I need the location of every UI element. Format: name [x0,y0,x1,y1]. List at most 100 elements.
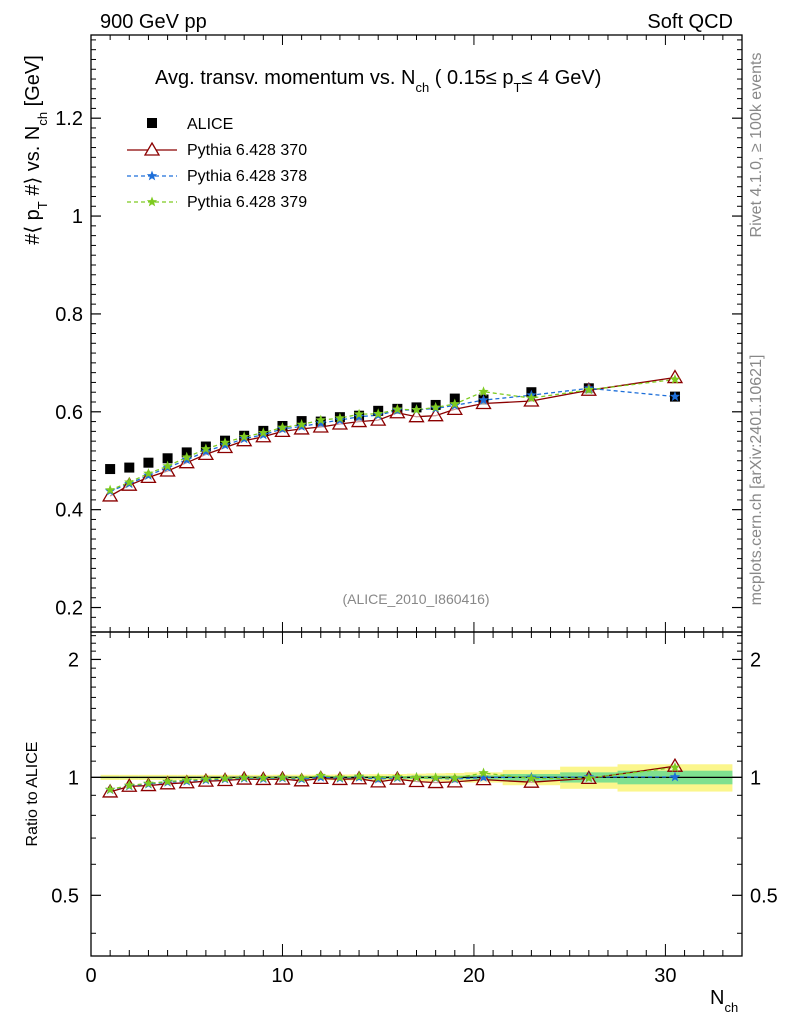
ratio-point-2 [392,771,403,782]
ratio-y-tick-label-right: 1 [750,767,761,789]
ratio-point-2 [162,776,173,786]
ratio-point-2 [258,772,269,783]
ratio-point-1 [669,771,681,782]
main-y-tick-label: 0.6 [55,402,83,424]
legend: ALICE Pythia 6.428 370 Pythia 6.428 378 … [127,116,307,211]
main-point-3 [373,408,384,419]
main-point-3 [315,414,326,425]
ratio-y-tick-label-left: 1 [68,767,79,789]
ratio-y-tick-label-right: 2 [750,649,761,671]
legend-marker-370 [143,141,161,156]
main-point-3 [162,460,173,471]
main-point-1 [370,411,387,426]
legend-marker-379 [146,196,158,207]
main-point-3 [449,398,460,409]
ratio-x-tick-label: 10 [271,965,293,987]
main-point-0 [143,457,154,468]
main-point-2 [669,391,681,402]
main-point-0 [105,464,116,475]
main-y-tick-label: 0.8 [55,304,83,326]
ratio-plot-frame [90,631,743,957]
main-point-3 [478,386,489,397]
ratio-point-2 [669,762,681,772]
analysis-watermark: (ALICE_2010_I860416) [342,591,489,607]
main-ylabel: #⟨ pT #⟩ vs. Nch [GeV] [22,55,50,245]
ratio-point-2 [296,772,307,783]
ratio-x-tick-label: 0 [85,965,96,987]
main-point-3 [334,412,346,423]
legend-marker-378 [146,170,158,181]
ratio-point-2 [373,772,384,783]
ratio-xlabel: Nch [710,987,738,1015]
main-point-3 [143,468,154,478]
main-y-tick-label: 1 [72,206,83,228]
ratio-point-2 [478,767,489,778]
xlabel-main: N [710,987,724,1009]
main-title: Avg. transv. momentum vs. Nch ( 0.15≤ pT… [155,67,601,95]
ratio-panel: 0.5 0.51 12 20 10 20 30 Ratio to ALICE Nch [24,631,778,1015]
main-point-2 [315,417,326,428]
legend-label-378: Pythia 6.428 378 [187,168,307,185]
legend-label-379: Pythia 6.428 379 [187,194,307,211]
legend-label-370: Pythia 6.428 370 [187,142,307,159]
main-series-line-3 [109,378,676,491]
main-y-tick-label: 0.2 [55,598,83,620]
main-point-1 [312,418,329,433]
xlabel-sub: ch [724,1000,738,1015]
ratio-point-0 [427,774,444,789]
main-point-3 [238,431,250,442]
main-point-3 [277,422,288,432]
title-suffix: ≤ 4 GeV) [522,67,602,89]
ratio-point-2 [583,772,595,783]
ratio-ylabel: Ratio to ALICE [24,742,41,847]
ratio-point-2 [277,771,288,782]
main-point-1 [408,408,425,423]
ratio-point-2 [353,770,365,781]
main-point-3 [296,419,307,429]
title-prefix-sub: ch [415,80,429,95]
ylabel-a-sub: T [35,201,50,209]
legend-star-378-shape [146,170,158,181]
header-energy-label: 900 GeV pp [100,11,207,33]
main-panel: 0.2 0.4 0.6 0.8 1 1.2 Avg. transv. momentum v… [22,34,743,633]
ratio-y-tick-label-left: 0.5 [51,885,79,907]
ratio-point-2 [143,777,154,788]
main-point-3 [430,401,441,412]
rivet-version-label: Rivet 4.1.0, ≥ 100k events [748,53,765,238]
main-point-1 [102,487,119,502]
main-point-1 [446,401,463,415]
title-mid-sub: T [514,80,522,95]
main-point-1 [350,413,368,428]
main-point-3 [669,374,681,384]
main-point-3 [200,443,212,454]
legend-star-379-shape [146,196,158,207]
ratio-point-2 [219,772,231,783]
main-point-3 [219,437,231,448]
ratio-point-2 [334,771,346,782]
legend-marker-alice [147,118,157,128]
ratio-series-markers [102,757,684,798]
main-point-1 [427,407,444,422]
mcplots-label: mcplots.cern.ch [arXiv:2401.10621] [748,355,765,606]
ylabel-c: [GeV] [22,55,44,112]
title-prefix: Avg. transv. momentum vs. N [155,67,415,89]
ratio-point-2 [411,772,422,782]
ratio-point-0 [408,773,425,788]
main-point-3 [353,408,365,419]
main-point-2 [478,394,489,405]
main-point-3 [104,484,116,495]
main-y-tick-label: 0.4 [55,500,83,522]
main-point-1 [331,415,349,430]
main-point-0 [162,453,173,464]
ratio-point-2 [181,774,192,785]
ratio-point-2 [315,770,326,781]
main-axis-ticks: 0.2 0.4 0.6 0.8 1 1.2 [55,35,743,632]
main-point-3 [526,392,537,403]
ratio-axis-ticks: 0.5 0.51 12 20 10 20 30 [51,632,778,987]
main-series-markers [102,369,684,502]
main-point-3 [258,427,269,438]
main-point-1 [475,395,492,410]
ratio-point-2 [238,772,250,782]
title-mid: ( 0.15≤ p [429,67,513,89]
ratio-point-0 [523,773,540,788]
